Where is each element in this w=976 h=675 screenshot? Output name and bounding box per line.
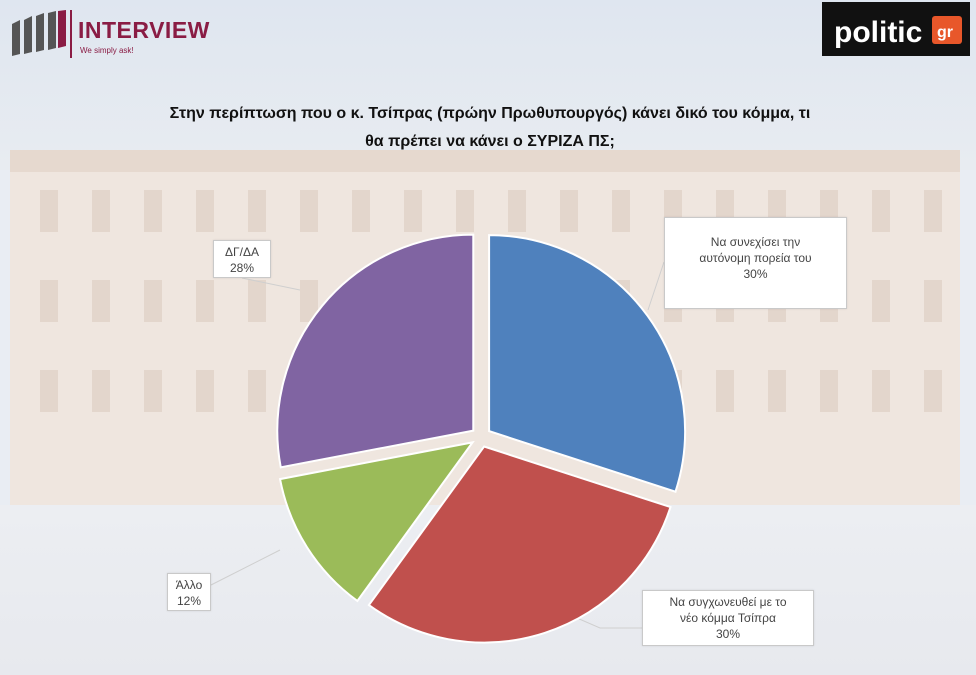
background-window [248,370,266,412]
interview-brand-tagline: We simply ask! [80,46,134,55]
callout-merge: Να συγχωνευθεί με το νέο κόμμα Τσίπρα 30… [642,590,814,646]
leader-line-other [210,549,281,586]
politic-logo: politic gr [822,2,970,56]
background-window [768,370,786,412]
background-window [924,190,942,232]
interview-bars-icon [12,10,66,56]
callout-other-line1: Άλλο [175,578,203,592]
chart-title-line2: θα πρέπει να κάνει ο ΣΥΡΙΖΑ ΠΣ; [365,133,615,150]
background-building-roof [10,150,960,172]
interview-logo-divider [70,10,72,58]
pie-slice-continue [488,234,687,493]
leader-line-dk-na [241,277,301,291]
background-window [144,190,162,232]
callout-other: Άλλο 12% [167,573,211,611]
leader-line-merge [569,614,642,629]
callout-merge-line1: Να συγχωνευθεί με το [669,595,787,609]
interview-logo: INTERVIEW We simply ask! [10,8,230,64]
background-window [40,280,58,322]
background-window [40,190,58,232]
background-window [196,370,214,412]
background-window [144,370,162,412]
callout-continue-value: 30% [743,267,768,281]
callout-leader-lines [210,261,665,629]
background-window [872,190,890,232]
background-window [924,280,942,322]
callout-dk-na: ΔΓ/ΔΑ 28% [213,240,271,278]
pie-slice-merge [367,445,672,644]
callout-merge-line2: νέο κόμμα Τσίπρα [680,611,776,625]
background-window [92,190,110,232]
background-window [248,280,266,322]
background-window [300,280,318,322]
background-window [508,190,526,232]
background-window [612,190,630,232]
svg-text:gr: gr [937,24,953,41]
pie-slice-dk-na [276,233,475,469]
pie-slice-other [278,440,475,603]
chart-title-line1: Στην περίπτωση που ο κ. Τσίπρας (πρώην Π… [169,105,811,122]
leader-line-continue [647,261,665,311]
politic-logo-mark: politic gr [834,16,962,49]
background-window [92,280,110,322]
callout-continue-line1: Να συνεχίσει την [710,235,801,249]
pie-slices [276,233,687,644]
interview-brand-name: INTERVIEW [78,17,210,43]
background-window [352,190,370,232]
background-window [716,370,734,412]
callout-continue: Να συνεχίσει την αυτόνομη πορεία του 30% [664,217,847,309]
background-window [300,190,318,232]
callout-other-value: 12% [176,594,202,608]
background-window [872,280,890,322]
background-sky [0,0,976,170]
callout-continue-line2: αυτόνομη πορεία του [699,251,812,265]
background-window [560,190,578,232]
svg-text:politic: politic [834,16,922,49]
background-window [40,370,58,412]
background-window [872,370,890,412]
chart-title: Στην περίπτωση που ο κ. Τσίπρας (πρώην Π… [40,100,940,156]
background-window [820,370,838,412]
background-window [456,190,474,232]
callout-dk-na-line1: ΔΓ/ΔΑ [225,245,259,259]
background-window [248,190,266,232]
background-window [196,280,214,322]
background-window [144,280,162,322]
background-window [92,370,110,412]
callout-merge-value: 30% [715,627,741,641]
background-window [196,190,214,232]
callout-dk-na-value: 28% [229,261,255,275]
background-window [404,190,422,232]
background-window [924,370,942,412]
